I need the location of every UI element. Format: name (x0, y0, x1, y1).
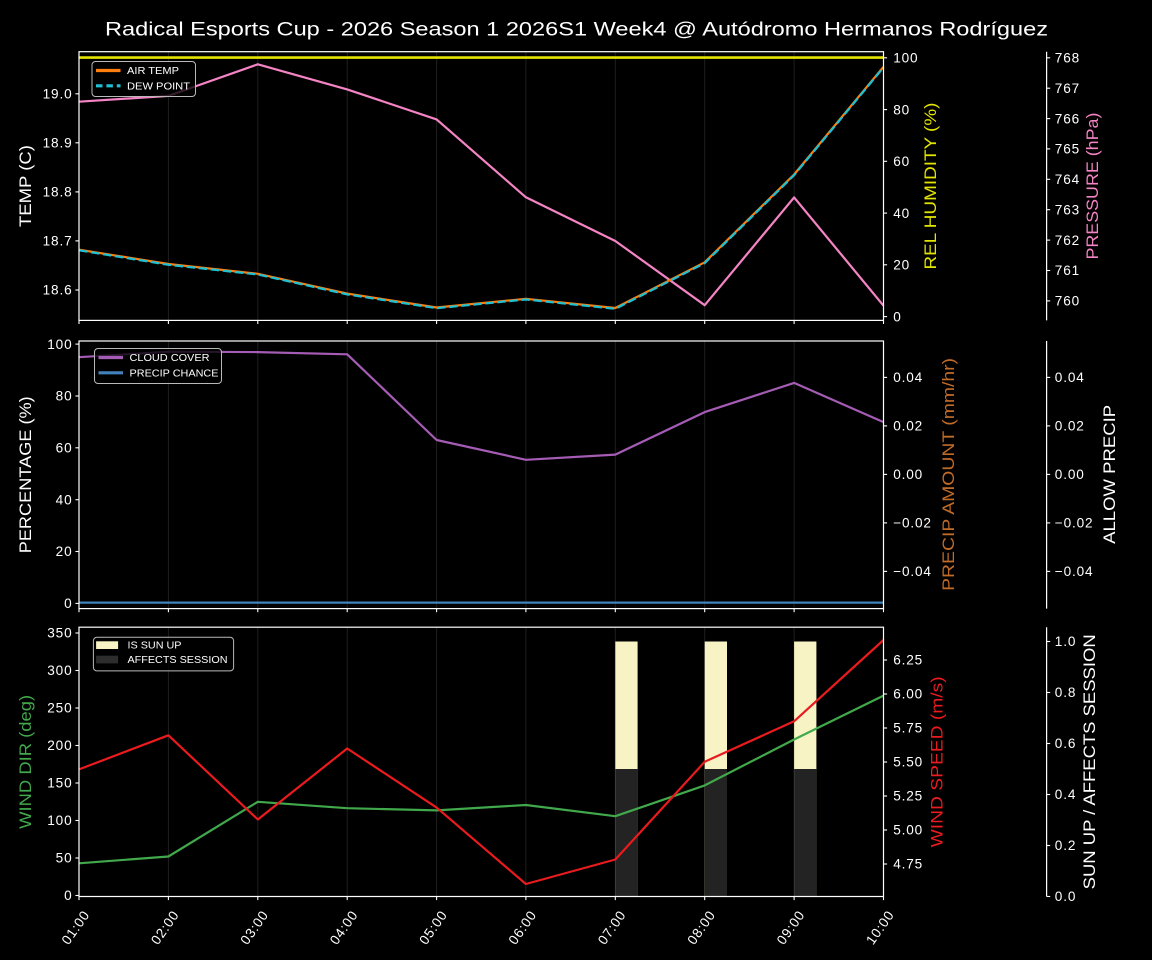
svg-text:80: 80 (893, 102, 910, 117)
svg-text:767: 767 (1055, 81, 1080, 96)
svg-text:PRESSURE (hPa): PRESSURE (hPa) (1084, 113, 1102, 260)
svg-text:350: 350 (47, 626, 72, 641)
svg-text:−0.04: −0.04 (1055, 564, 1094, 579)
svg-text:0.02: 0.02 (1055, 419, 1085, 434)
svg-text:0.04: 0.04 (893, 370, 923, 385)
svg-text:4.75: 4.75 (893, 857, 923, 872)
svg-text:0.6: 0.6 (1055, 736, 1076, 751)
svg-text:ALLOW PRECIP: ALLOW PRECIP (1101, 405, 1119, 544)
svg-text:−0.04: −0.04 (893, 564, 932, 579)
svg-text:AFFECTS SESSION: AFFECTS SESSION (128, 655, 228, 666)
svg-text:0.8: 0.8 (1055, 685, 1076, 700)
svg-text:763: 763 (1055, 202, 1080, 217)
svg-text:100: 100 (47, 813, 72, 828)
svg-text:20: 20 (56, 544, 73, 559)
svg-text:762: 762 (1055, 233, 1080, 248)
svg-text:AIR TEMP: AIR TEMP (127, 66, 179, 77)
svg-text:80: 80 (56, 389, 73, 404)
svg-text:0: 0 (64, 596, 72, 611)
svg-text:0: 0 (64, 888, 72, 903)
svg-text:6.25: 6.25 (893, 653, 923, 668)
svg-text:CLOUD COVER: CLOUD COVER (130, 353, 210, 364)
svg-text:150: 150 (47, 776, 72, 791)
svg-text:100: 100 (893, 51, 918, 66)
svg-text:60: 60 (893, 154, 910, 169)
svg-text:REL HUMIDITY (%): REL HUMIDITY (%) (922, 103, 940, 270)
svg-text:50: 50 (56, 851, 73, 866)
svg-text:PRECIP CHANCE: PRECIP CHANCE (130, 368, 219, 379)
svg-text:0.0: 0.0 (1055, 889, 1076, 904)
svg-text:−0.02: −0.02 (1055, 516, 1094, 531)
svg-text:768: 768 (1055, 51, 1080, 66)
svg-text:SUN UP / AFFECTS SESSION: SUN UP / AFFECTS SESSION (1081, 634, 1099, 889)
svg-text:5.00: 5.00 (893, 823, 923, 838)
svg-text:18.8: 18.8 (43, 185, 73, 200)
svg-text:19.0: 19.0 (43, 87, 73, 102)
svg-text:PRECIP AMOUNT (mm/hr): PRECIP AMOUNT (mm/hr) (940, 358, 958, 591)
svg-text:PERCENTAGE (%): PERCENTAGE (%) (17, 396, 35, 553)
svg-text:5.25: 5.25 (893, 789, 923, 804)
svg-text:1.0: 1.0 (1055, 634, 1076, 649)
svg-text:0.00: 0.00 (1055, 467, 1085, 482)
svg-text:TEMP (C): TEMP (C) (17, 145, 35, 227)
svg-text:IS SUN UP: IS SUN UP (128, 641, 182, 652)
svg-text:0.00: 0.00 (893, 467, 923, 482)
svg-text:760: 760 (1055, 294, 1080, 309)
svg-text:40: 40 (56, 492, 73, 507)
svg-text:WIND DIR (deg): WIND DIR (deg) (17, 695, 35, 829)
svg-text:60: 60 (56, 441, 73, 456)
svg-text:WIND SPEED (m/s): WIND SPEED (m/s) (929, 676, 947, 847)
svg-text:5.50: 5.50 (893, 755, 923, 770)
svg-text:5.75: 5.75 (893, 721, 923, 736)
svg-text:200: 200 (47, 738, 72, 753)
svg-text:−0.02: −0.02 (893, 516, 932, 531)
svg-text:764: 764 (1055, 172, 1080, 187)
svg-text:761: 761 (1055, 263, 1080, 278)
svg-text:18.7: 18.7 (43, 234, 73, 249)
svg-text:250: 250 (47, 701, 72, 716)
svg-text:20: 20 (893, 258, 910, 273)
svg-text:0.02: 0.02 (893, 419, 923, 434)
svg-text:18.6: 18.6 (43, 283, 73, 298)
svg-text:6.00: 6.00 (893, 687, 923, 702)
svg-text:DEW POINT: DEW POINT (127, 81, 190, 92)
svg-text:0.04: 0.04 (1055, 370, 1085, 385)
svg-text:40: 40 (893, 206, 910, 221)
svg-text:0: 0 (893, 309, 901, 324)
svg-text:18.9: 18.9 (43, 136, 73, 151)
svg-text:300: 300 (47, 663, 72, 678)
svg-text:0.2: 0.2 (1055, 838, 1076, 853)
svg-text:100: 100 (47, 337, 72, 352)
svg-text:0.4: 0.4 (1055, 787, 1076, 802)
svg-text:Radical Esports Cup - 2026 Sea: Radical Esports Cup - 2026 Season 1 2026… (105, 19, 1048, 41)
svg-text:766: 766 (1055, 111, 1080, 126)
svg-text:765: 765 (1055, 142, 1080, 157)
